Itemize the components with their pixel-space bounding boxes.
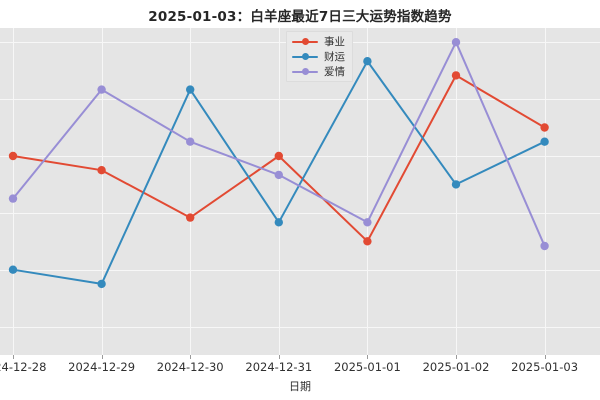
x-tick-label: 2024-12-29: [68, 360, 136, 374]
gridline-vertical: [190, 28, 192, 355]
data-point: [186, 213, 195, 222]
x-tick-mark: [101, 355, 103, 359]
gridline-vertical: [101, 28, 103, 355]
series-line: [12, 41, 546, 247]
chart-title: 2025-01-03：白羊座最近7日三大运势指数趋势: [148, 9, 452, 25]
legend-swatch-icon: [292, 51, 318, 63]
data-point: [8, 151, 18, 161]
legend-swatch-icon: [292, 66, 318, 78]
data-point: [186, 137, 195, 146]
data-point: [363, 218, 372, 227]
data-point: [363, 57, 372, 66]
gridline-horizontal: [0, 326, 600, 328]
data-point: [451, 180, 461, 189]
legend-label: 爱情: [324, 65, 345, 78]
gridline-horizontal: [0, 156, 600, 157]
data-point: [451, 71, 461, 80]
gridline-vertical: [13, 28, 14, 355]
data-point: [8, 194, 18, 203]
data-point: [8, 265, 18, 274]
x-tick-label: 2024-12-28: [0, 360, 47, 374]
legend-label: 财运: [324, 50, 345, 63]
x-tick-label: 2025-01-03: [511, 360, 579, 374]
x-tick-label: 2024-12-31: [245, 360, 313, 374]
data-point: [451, 38, 461, 47]
gridline-vertical: [278, 28, 280, 355]
x-tick-label: 2025-01-01: [333, 360, 401, 374]
legend-swatch-icon: [292, 36, 318, 48]
gridline-vertical: [456, 28, 457, 355]
series-事业: [8, 71, 549, 246]
x-axis-title: 日期: [289, 380, 311, 393]
data-point: [363, 237, 372, 246]
x-tick-label: 2025-01-02: [422, 360, 490, 374]
gridline-horizontal: [0, 99, 600, 101]
gridline-vertical: [544, 28, 546, 355]
plot-area: [0, 28, 600, 355]
data-point: [186, 85, 195, 94]
legend-item-事业[interactable]: 事业: [292, 35, 345, 48]
series-plot: [8, 38, 549, 289]
data-point: [274, 151, 283, 161]
legend-label: 事业: [324, 35, 345, 48]
legend-item-爱情[interactable]: 爱情: [292, 65, 345, 78]
data-point: [540, 137, 549, 146]
series-爱情: [8, 38, 549, 251]
data-point: [97, 279, 106, 289]
gridline-horizontal: [0, 212, 600, 214]
x-tick-mark: [13, 355, 14, 359]
x-tick-mark: [367, 355, 369, 359]
x-tick-mark: [190, 355, 192, 359]
gridline-vertical: [367, 28, 369, 355]
data-point: [97, 85, 106, 94]
x-tick-mark: [278, 355, 280, 359]
data-point: [274, 170, 283, 180]
chart-legend[interactable]: 事业 财运 爱情: [286, 31, 353, 82]
data-point: [540, 241, 549, 251]
data-point: [540, 123, 549, 132]
series-财运: [8, 57, 549, 289]
data-point: [274, 218, 283, 227]
x-tick-mark: [544, 355, 546, 359]
gridline-horizontal: [0, 269, 600, 271]
legend-item-财运[interactable]: 财运: [292, 50, 345, 63]
data-point: [97, 166, 106, 175]
x-tick-label: 2024-12-30: [156, 360, 224, 374]
x-tick-mark: [456, 355, 457, 359]
